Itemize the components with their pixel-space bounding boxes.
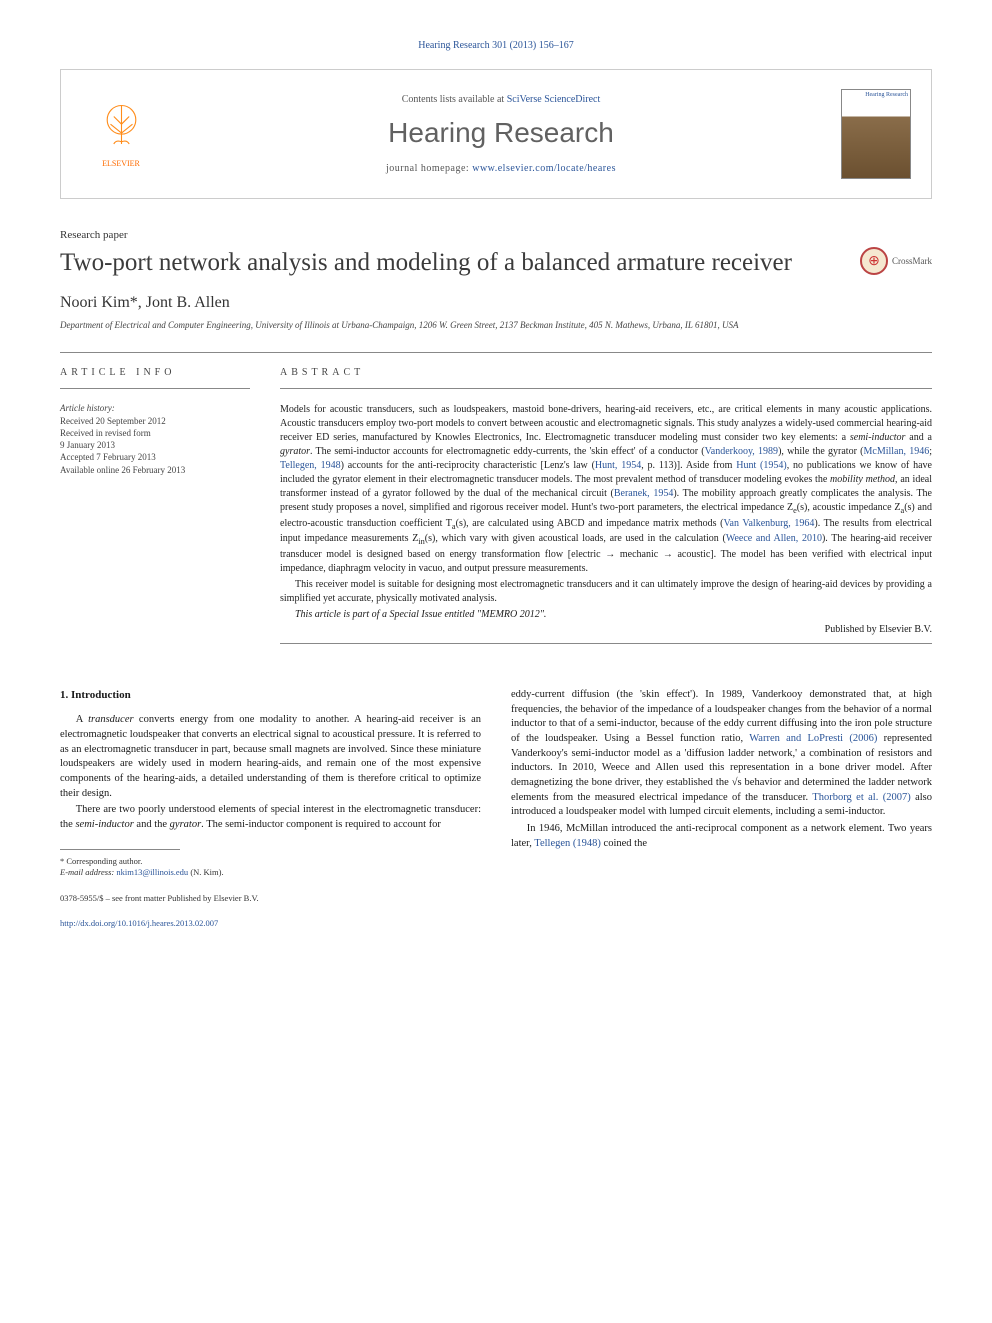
body-ref[interactable]: Warren and LoPresti (2006) <box>749 733 877 744</box>
body-ref[interactable]: Tellegen (1948) <box>534 838 601 849</box>
homepage-link[interactable]: www.elsevier.com/locate/heares <box>472 163 616 174</box>
body-col-right: eddy-current diffusion (the 'skin effect… <box>511 688 932 930</box>
abstract-divider <box>280 388 932 389</box>
intro-p2: There are two poorly understood elements… <box>60 803 481 832</box>
intro-p1: A transducer converts energy from one mo… <box>60 713 481 801</box>
col2-p2: In 1946, McMillan introduced the anti-re… <box>511 822 932 851</box>
email-link[interactable]: nkim13@illinois.edu <box>116 867 188 877</box>
elsevier-tree-icon <box>94 100 149 155</box>
homepage-prefix: journal homepage: <box>386 163 472 174</box>
journal-center: Contents lists available at SciVerse Sci… <box>161 94 841 174</box>
divider <box>60 352 932 353</box>
doi-line: http://dx.doi.org/10.1016/j.heares.2013.… <box>60 918 481 929</box>
abstract-end-divider <box>280 643 932 644</box>
abstract-ref[interactable]: Van Valkenburg, 1964 <box>723 518 814 529</box>
article-info: ARTICLE INFO Article history: Received 2… <box>60 367 250 658</box>
crossmark[interactable]: ⊕ CrossMark <box>860 247 932 275</box>
abstract-ref[interactable]: Vanderkooy, 1989 <box>705 446 778 457</box>
info-abstract-row: ARTICLE INFO Article history: Received 2… <box>60 367 932 658</box>
footnote-corresponding: * Corresponding author. <box>60 856 481 867</box>
abstract-ref[interactable]: Tellegen, 1948 <box>280 460 341 471</box>
history-accepted: Accepted 7 February 2013 <box>60 451 250 463</box>
published-by: Published by Elsevier B.V. <box>280 624 932 635</box>
history-label: Article history: <box>60 403 250 413</box>
abstract-ref[interactable]: Beranek, 1954 <box>614 488 673 499</box>
journal-title: Hearing Research <box>161 117 841 149</box>
title-row: Two-port network analysis and modeling o… <box>60 247 932 278</box>
col2-p1: eddy-current diffusion (the 'skin effect… <box>511 688 932 820</box>
affiliation: Department of Electrical and Computer En… <box>60 320 932 332</box>
history-revised1: Received in revised form <box>60 427 250 439</box>
body-ref[interactable]: Thorborg et al. (2007) <box>812 792 910 803</box>
abstract-column: ABSTRACT Models for acoustic transducers… <box>280 367 932 658</box>
authors: Noori Kim*, Jont B. Allen <box>60 294 932 312</box>
crossmark-icon: ⊕ <box>860 247 888 275</box>
history-revised2: 9 January 2013 <box>60 439 250 451</box>
abstract-text: Models for acoustic transducers, such as… <box>280 403 932 576</box>
abstract-ref[interactable]: McMillan, 1946 <box>864 446 930 457</box>
sciencedirect-link[interactable]: SciVerse ScienceDirect <box>507 94 601 105</box>
history-received: Received 20 September 2012 <box>60 415 250 427</box>
footnote-divider <box>60 849 180 850</box>
special-issue: This article is part of a Special Issue … <box>280 608 932 622</box>
issn-line: 0378-5955/$ – see front matter Published… <box>60 893 481 904</box>
abstract-head: ABSTRACT <box>280 367 932 378</box>
paper-type: Research paper <box>60 229 932 241</box>
journal-cover-thumb: Hearing Research <box>841 89 911 179</box>
doi-link[interactable]: http://dx.doi.org/10.1016/j.heares.2013.… <box>60 918 218 928</box>
publisher-name: ELSEVIER <box>102 159 140 168</box>
abstract-ref[interactable]: Weece and Allen, 2010 <box>726 533 822 544</box>
header-citation: Hearing Research 301 (2013) 156–167 <box>60 40 932 51</box>
crossmark-label: CrossMark <box>892 256 932 266</box>
abstract-ref[interactable]: Hunt (1954) <box>736 460 786 471</box>
journal-header-box: ELSEVIER Contents lists available at Sci… <box>60 69 932 199</box>
history-online: Available online 26 February 2013 <box>60 464 250 476</box>
homepage-line: journal homepage: www.elsevier.com/locat… <box>161 163 841 174</box>
intro-heading: 1. Introduction <box>60 688 481 703</box>
article-info-head: ARTICLE INFO <box>60 367 250 378</box>
footnote-email: E-mail address: nkim13@illinois.edu (N. … <box>60 867 481 878</box>
info-divider <box>60 388 250 389</box>
body-col-left: 1. Introduction A transducer converts en… <box>60 688 481 930</box>
body-columns: 1. Introduction A transducer converts en… <box>60 688 932 930</box>
abstract-ref[interactable]: Hunt, 1954 <box>595 460 641 471</box>
thumb-label: Hearing Research <box>865 92 908 98</box>
contents-line: Contents lists available at SciVerse Sci… <box>161 94 841 105</box>
elsevier-logo: ELSEVIER <box>81 100 161 168</box>
contents-prefix: Contents lists available at <box>402 94 507 105</box>
paper-title: Two-port network analysis and modeling o… <box>60 247 860 278</box>
abstract-p2: This receiver model is suitable for desi… <box>280 578 932 606</box>
